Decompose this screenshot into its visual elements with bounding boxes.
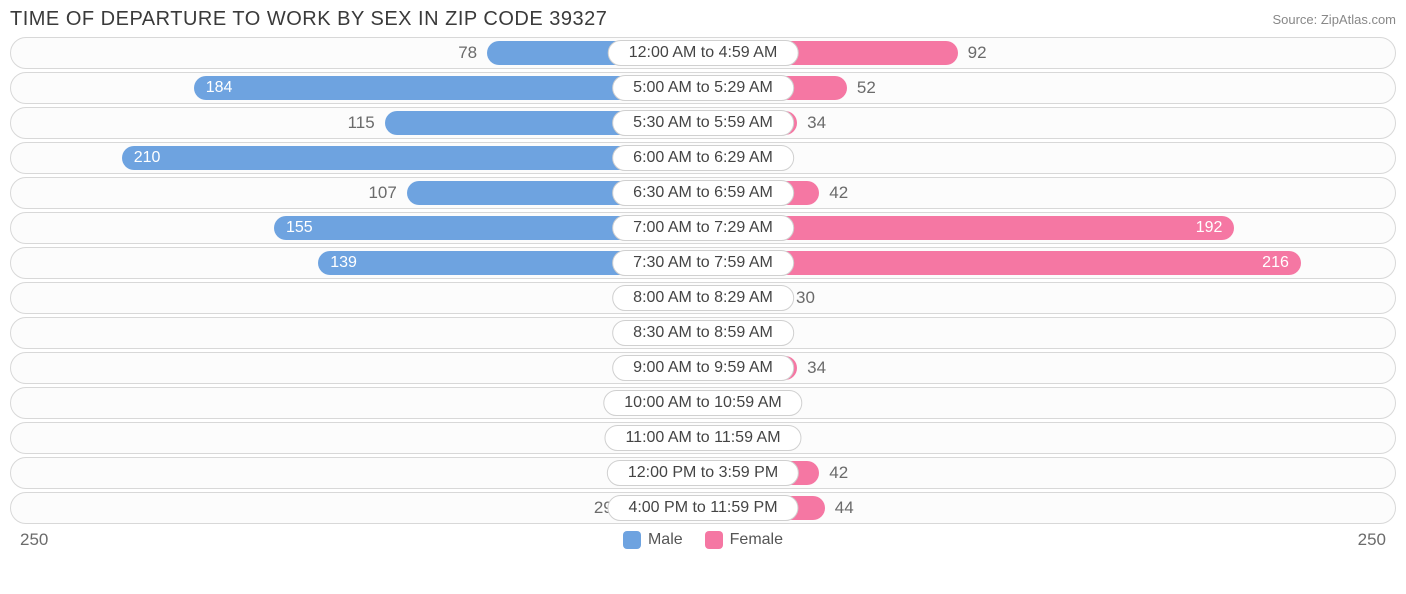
chart-rows: 78 78 92 92 12:00 AM to 4:59 AM 184 52 52 5:00 A…	[10, 37, 1396, 524]
female-half: 00	[703, 321, 1395, 345]
legend-label-male: Male	[648, 531, 683, 549]
legend-label-female: Female	[730, 531, 783, 549]
chart-row: 115 115 34345:30 AM to 5:59 AM	[10, 107, 1396, 139]
footer: 250 Male Female 250	[10, 530, 1396, 550]
male-half: 115 115	[11, 111, 703, 135]
axis-max-right: 250	[1358, 530, 1386, 550]
chart-row: 1717424212:00 PM to 3:59 PM	[10, 457, 1396, 489]
category-pill: 6:00 AM to 6:29 AM	[612, 145, 794, 171]
male-half: 78 78	[11, 41, 703, 65]
female-half: 00	[703, 146, 1395, 170]
male-value: 78	[448, 43, 487, 63]
male-value-in-bar: 155	[286, 219, 313, 237]
category-pill: 8:00 AM to 8:29 AM	[612, 285, 794, 311]
chart-row: 78 78 92 92 12:00 AM to 4:59 AM	[10, 37, 1396, 69]
female-half: 192	[703, 216, 1395, 240]
female-value: 42	[819, 183, 858, 203]
male-value-in-bar: 78	[499, 44, 517, 62]
male-value: 107	[358, 183, 406, 203]
category-pill: 12:00 AM to 4:59 AM	[608, 40, 799, 66]
source-attribution: Source: ZipAtlas.com	[1272, 12, 1396, 27]
swatch-female	[705, 531, 723, 549]
male-value-in-bar: 107	[419, 184, 446, 202]
female-half: 4242	[703, 461, 1395, 485]
chart-row: 155 192 7:00 AM to 7:29 AM	[10, 212, 1396, 244]
chart-row: 00008:30 AM to 8:59 AM	[10, 317, 1396, 349]
male-half: 139	[11, 251, 703, 275]
female-half: 4242	[703, 181, 1395, 205]
female-value: 34	[797, 358, 836, 378]
category-pill: 5:00 AM to 5:29 AM	[612, 75, 794, 101]
category-pill: 10:00 AM to 10:59 AM	[603, 390, 802, 416]
female-half: 3434	[703, 111, 1395, 135]
chart-row: 107 107 42426:30 AM to 6:59 AM	[10, 177, 1396, 209]
category-pill: 7:00 AM to 7:29 AM	[612, 215, 794, 241]
chart-row: 00101011:00 AM to 11:59 AM	[10, 422, 1396, 454]
male-value-in-bar: 139	[330, 254, 357, 272]
male-half: 184	[11, 76, 703, 100]
male-half: 155	[11, 216, 703, 240]
chart-row: 210 006:00 AM to 6:29 AM	[10, 142, 1396, 174]
header: TIME OF DEPARTURE TO WORK BY SEX IN ZIP …	[10, 8, 1396, 31]
category-pill: 11:00 AM to 11:59 AM	[604, 425, 801, 451]
female-half: 3030	[703, 286, 1395, 310]
female-value-in-bar: 216	[1262, 254, 1289, 272]
female-value-in-bar: 92	[928, 44, 946, 62]
category-pill: 8:30 AM to 8:59 AM	[612, 320, 794, 346]
category-pill: 12:00 PM to 3:59 PM	[607, 460, 799, 486]
category-pill: 5:30 AM to 5:59 AM	[612, 110, 794, 136]
chart-title: TIME OF DEPARTURE TO WORK BY SEX IN ZIP …	[10, 8, 607, 31]
legend-item-female: Female	[705, 531, 783, 549]
male-half: 00	[11, 391, 703, 415]
female-half: 1010	[703, 426, 1395, 450]
male-value-in-bar: 184	[206, 79, 233, 97]
male-half: 99	[11, 286, 703, 310]
category-pill: 6:30 AM to 6:59 AM	[612, 180, 794, 206]
male-half: 107 107	[11, 181, 703, 205]
chart-row: 292944444:00 PM to 11:59 PM	[10, 492, 1396, 524]
chart-row: 184 52 52 5:00 AM to 5:29 AM	[10, 72, 1396, 104]
category-pill: 4:00 PM to 11:59 PM	[607, 495, 798, 521]
swatch-male	[623, 531, 641, 549]
chart-row: 139 216 7:30 AM to 7:59 AM	[10, 247, 1396, 279]
female-half: 4444	[703, 496, 1395, 520]
female-value: 44	[825, 498, 864, 518]
axis-max-left: 250	[20, 530, 48, 550]
female-half: 92 92	[703, 41, 1395, 65]
female-value-in-bar: 52	[817, 79, 835, 97]
chart-row: 00101010:00 AM to 10:59 AM	[10, 387, 1396, 419]
chart-row: 0034349:00 AM to 9:59 AM	[10, 352, 1396, 384]
female-value: 92	[958, 43, 997, 63]
chart-container: TIME OF DEPARTURE TO WORK BY SEX IN ZIP …	[0, 0, 1406, 554]
male-value-in-bar: 210	[134, 149, 161, 167]
female-value-in-bar: 192	[1196, 219, 1223, 237]
male-half: 210	[11, 146, 703, 170]
female-value: 42	[819, 463, 858, 483]
legend-item-male: Male	[623, 531, 683, 549]
female-half: 52 52	[703, 76, 1395, 100]
male-half: 1717	[11, 461, 703, 485]
female-half: 3434	[703, 356, 1395, 380]
male-half: 00	[11, 321, 703, 345]
male-value-in-bar: 115	[397, 114, 423, 132]
female-half: 1010	[703, 391, 1395, 415]
female-half: 216	[703, 251, 1395, 275]
male-half: 2929	[11, 496, 703, 520]
legend: Male Female	[623, 531, 783, 549]
chart-row: 9930308:00 AM to 8:29 AM	[10, 282, 1396, 314]
male-half: 00	[11, 356, 703, 380]
female-value: 34	[797, 113, 836, 133]
category-pill: 9:00 AM to 9:59 AM	[612, 355, 794, 381]
male-half: 00	[11, 426, 703, 450]
male-value: 115	[338, 113, 385, 133]
category-pill: 7:30 AM to 7:59 AM	[612, 250, 794, 276]
female-value: 52	[847, 78, 886, 98]
